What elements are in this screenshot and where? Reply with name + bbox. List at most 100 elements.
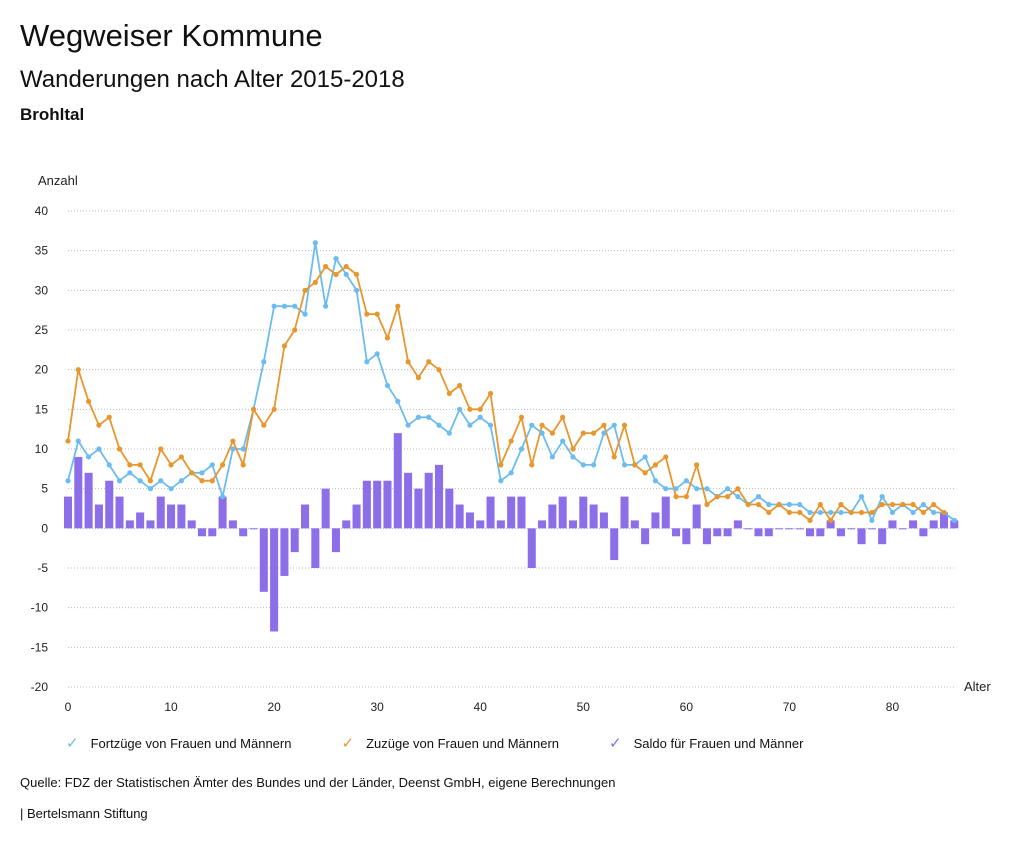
y-tick-label: 5	[41, 482, 48, 496]
y-tick-label: 20	[35, 363, 49, 377]
y-tick-label: -15	[31, 640, 49, 654]
zuzuege-point	[828, 517, 834, 524]
saldo-bar	[517, 496, 526, 529]
zuzuege-point	[75, 367, 81, 373]
fortzuege-point	[477, 414, 483, 420]
saldo-bar	[816, 528, 825, 537]
zuzuege-point	[384, 335, 391, 341]
zuzuege-point	[869, 509, 875, 516]
saldo-bar	[785, 528, 794, 530]
zuzuege-point	[230, 438, 236, 444]
saldo-bar	[692, 504, 701, 529]
zuzuege-point	[374, 311, 380, 317]
fortzuege-point	[436, 422, 442, 428]
saldo-bar	[888, 520, 897, 529]
saldo-bar	[239, 528, 248, 537]
zuzuege-point	[518, 414, 525, 420]
zuzuege-point	[724, 494, 731, 500]
zuzuege-point	[745, 501, 751, 508]
zuzuege-point	[477, 406, 483, 412]
fortzuege-point	[137, 478, 143, 484]
zuzuege-point	[219, 462, 226, 468]
saldo-bar	[146, 520, 155, 529]
fortzuege-point	[951, 517, 957, 524]
zuzuege-point	[353, 271, 360, 278]
zuzuege-point	[498, 462, 504, 468]
zuzuege-point	[920, 509, 926, 516]
zuzuege-point	[591, 430, 597, 436]
zuzuege-point	[158, 446, 164, 452]
zuzuege-point	[467, 406, 473, 412]
saldo-bar	[414, 488, 423, 529]
zuzuege-point	[611, 454, 617, 460]
zuzuege-point	[673, 494, 679, 500]
fortzuege-point	[384, 382, 391, 389]
fortzuege-point	[724, 486, 731, 492]
fortzuege-point	[147, 486, 154, 492]
fortzuege-point	[343, 271, 349, 278]
fortzuege-point	[766, 501, 772, 508]
fortzuege-point	[807, 509, 813, 516]
zuzuege-point	[240, 462, 246, 468]
legend-item-fortzuege[interactable]: ✓ Fortzüge von Frauen und Männern	[66, 736, 291, 751]
zuzuege-point	[147, 478, 154, 484]
saldo-bar	[599, 512, 608, 529]
fortzuege-point	[199, 470, 205, 476]
fortzuege-point	[106, 462, 112, 468]
saldo-bar	[878, 528, 887, 545]
zuzuege-point	[704, 501, 710, 508]
x-tick-label: 20	[267, 700, 281, 714]
fortzuege-point	[323, 303, 329, 309]
zuzuege-point	[766, 509, 772, 516]
x-tick-label: 30	[370, 700, 384, 714]
saldo-legend-icon: ✓	[609, 735, 622, 752]
fortzuege-legend-icon: ✓	[66, 735, 79, 752]
zuzuege-point	[580, 430, 586, 436]
saldo-bar	[764, 528, 773, 537]
zuzuege-point	[343, 263, 349, 270]
fortzuege-point	[889, 509, 896, 516]
zuzuege-point	[642, 470, 648, 476]
saldo-bar	[620, 496, 629, 529]
x-tick-labels: 0 10 20 30 40 50 60 70 80	[65, 700, 900, 714]
zuzuege-point	[601, 422, 607, 428]
fortzuege-point	[920, 501, 926, 508]
fortzuege-point	[694, 486, 700, 492]
fortzuege-point	[529, 422, 535, 428]
y-tick-label: 40	[35, 204, 49, 218]
source-note: Quelle: FDZ der Statistischen Ämter des …	[20, 775, 616, 790]
fortzuege-point	[910, 509, 916, 516]
fortzuege-point	[261, 359, 267, 365]
zuzuege-point	[405, 359, 411, 365]
y-tick-label: -10	[31, 601, 49, 615]
zuzuege-point	[910, 501, 916, 508]
fortzuege-point	[570, 454, 576, 460]
saldo-bar	[342, 520, 351, 529]
zuzuege-point	[395, 303, 401, 309]
legend-item-saldo[interactable]: ✓ Saldo für Frauen und Männer	[609, 736, 803, 751]
y-tick-label: 0	[41, 521, 48, 535]
x-tick-label: 80	[886, 700, 900, 714]
fortzuege-point	[292, 303, 298, 309]
saldo-bars	[63, 433, 959, 632]
x-tick-label: 10	[164, 700, 178, 714]
x-axis-label: Alter	[964, 679, 991, 694]
zuzuege-point	[900, 501, 906, 508]
fortzuege-point	[178, 478, 184, 484]
zuzuege-point	[797, 509, 803, 516]
zuzuege-point	[931, 501, 937, 508]
zuzuege-point	[487, 390, 494, 397]
zuzuege-point	[137, 462, 143, 468]
saldo-bar	[445, 488, 454, 529]
saldo-bar	[228, 520, 237, 529]
saldo-bar	[94, 504, 103, 529]
zuzuege-point	[168, 462, 174, 468]
y-tick-label: -5	[37, 561, 48, 575]
saldo-bar	[733, 520, 742, 529]
saldo-bar	[259, 528, 268, 592]
fortzuege-point	[621, 462, 628, 468]
fortzuege-point	[518, 446, 525, 452]
legend-item-zuzuege[interactable]: ✓ Zuzüge von Frauen und Männern	[341, 736, 559, 751]
fortzuege-point	[395, 398, 401, 404]
saldo-bar	[754, 528, 763, 537]
